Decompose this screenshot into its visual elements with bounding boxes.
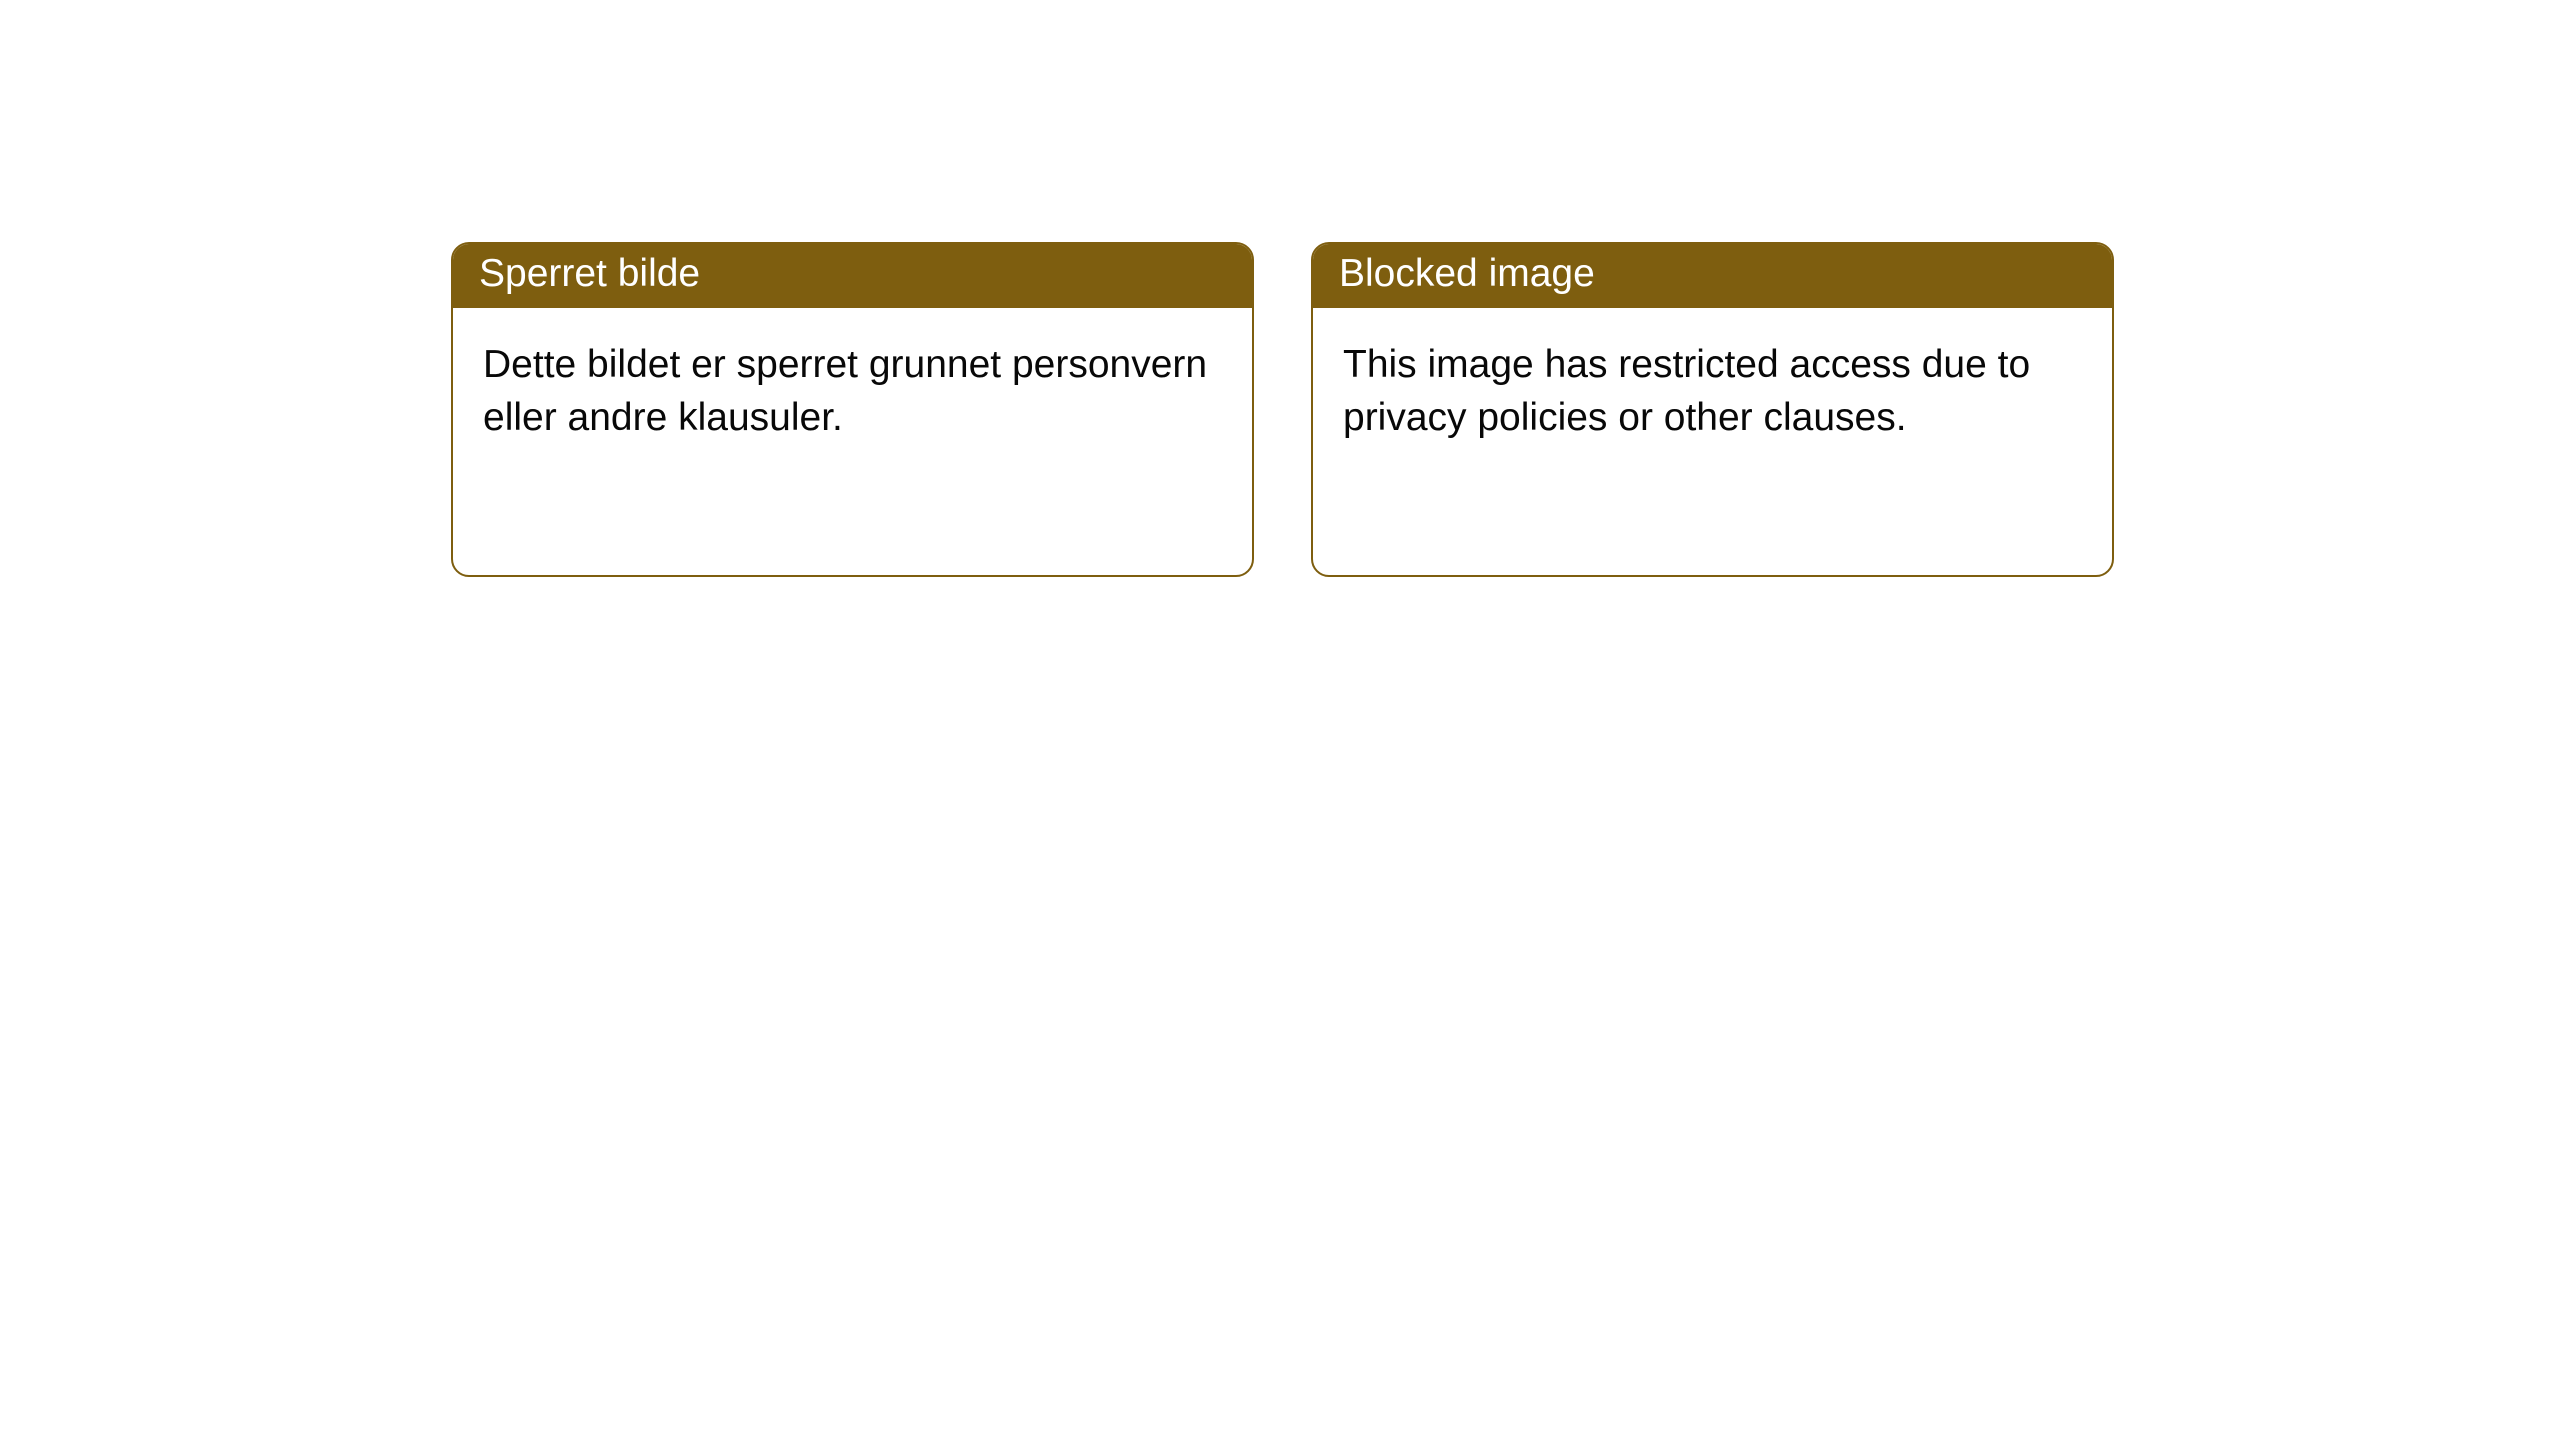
- cards-container: Sperret bilde Dette bildet er sperret gr…: [451, 242, 2560, 577]
- card-body-english: This image has restricted access due to …: [1313, 308, 2112, 474]
- card-body-norwegian: Dette bildet er sperret grunnet personve…: [453, 308, 1252, 474]
- card-header-norwegian: Sperret bilde: [453, 244, 1252, 308]
- card-header-english: Blocked image: [1313, 244, 2112, 308]
- card-english: Blocked image This image has restricted …: [1311, 242, 2114, 577]
- card-norwegian: Sperret bilde Dette bildet er sperret gr…: [451, 242, 1254, 577]
